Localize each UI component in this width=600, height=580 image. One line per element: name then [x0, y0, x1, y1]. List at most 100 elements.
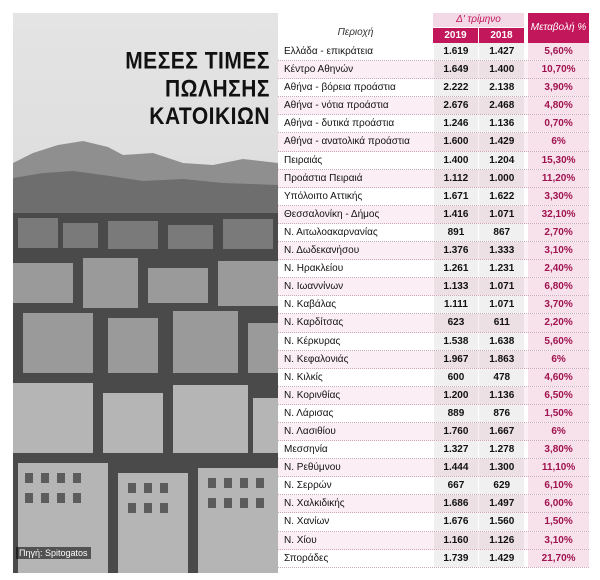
value-2019-cell: 1.444: [433, 459, 479, 477]
change-cell: 1,50%: [528, 404, 589, 422]
value-2018-cell: 1.427: [479, 43, 525, 61]
value-2019-cell: 1.160: [433, 531, 479, 549]
region-cell: Μεσσηνία: [284, 444, 328, 456]
value-2018-cell: 1.667: [479, 422, 525, 441]
region-cell: Αθήνα - δυτικά προάστια: [284, 118, 395, 130]
value-2018-cell: 876: [479, 404, 525, 422]
region-cell: Ν. Κιλκίς: [284, 371, 323, 383]
value-2019-cell: 600: [433, 368, 479, 386]
value-2019-cell: 2.676: [433, 97, 479, 115]
table-row: Ν. Κιλκίς 600 478 4,60%: [278, 368, 589, 387]
region-cell: Υπόλοιπο Αττικής: [284, 190, 363, 202]
value-2019-cell: 1.112: [433, 169, 479, 187]
city-photo: [13, 13, 278, 573]
region-cell: Ν. Χίου: [284, 534, 317, 546]
region-cell: Ελλάδα - επικράτεια: [284, 46, 373, 57]
value-2019-cell: 1.686: [433, 495, 479, 513]
table-row: Ν. Σερρών 667 629 6,10%: [278, 477, 589, 496]
value-2018-cell: 1.400: [479, 61, 525, 79]
table-row: Ν. Κέρκυρας 1.538 1.638 5,60%: [278, 332, 589, 351]
table-row: Ν. Λάρισας 889 876 1,50%: [278, 404, 589, 423]
table-row: Ν. Χανίων 1.676 1.560 1,50%: [278, 513, 589, 532]
value-2018-cell: 1.231: [479, 260, 525, 278]
table-row: Κέντρο Αθηνών 1.649 1.400 10,70%: [278, 61, 589, 80]
value-2018-cell: 1.278: [479, 441, 525, 459]
value-2019-cell: 891: [433, 223, 479, 242]
table-row: Αθήνα - βόρεια προάστια 2.222 2.138 3,90%: [278, 79, 589, 98]
value-2018-cell: 1.497: [479, 495, 525, 513]
value-2019-cell: 1.739: [433, 549, 479, 567]
change-cell: 1,50%: [528, 513, 589, 531]
value-2019-cell: 1.538: [433, 332, 479, 350]
region-cell: Ν. Αιτωλοακαρνανίας: [284, 226, 378, 238]
change-cell: 3,70%: [528, 296, 589, 314]
change-cell: 4,60%: [528, 368, 589, 386]
table-row: Πειραιάς 1.400 1.204 15,30%: [278, 151, 589, 170]
table-row: Αθήνα - νότια προάστια 2.676 2.468 4,80%: [278, 97, 589, 116]
quarter-header: Δ' τρίμηνο: [433, 13, 524, 27]
region-cell: Ν. Κέρκυρας: [284, 335, 341, 347]
value-2019-cell: 1.111: [433, 296, 479, 314]
value-2018-cell: 1.126: [479, 531, 525, 549]
value-2019-cell: 889: [433, 404, 479, 422]
region-cell: Ν. Κορινθίας: [284, 389, 341, 401]
value-2018-cell: 1.638: [479, 332, 525, 350]
region-cell: Σποράδες: [284, 552, 329, 564]
change-cell: 6,00%: [528, 495, 589, 513]
value-2019-cell: 1.246: [433, 115, 479, 133]
value-2018-cell: 1.429: [479, 133, 525, 151]
region-cell: Ν. Δωδεκανήσου: [284, 245, 360, 257]
change-cell: 2,40%: [528, 260, 589, 278]
value-2018-cell: 2.138: [479, 79, 525, 97]
change-cell: 21,70%: [528, 549, 589, 567]
table-row: Θεσσαλονίκη - Δήμος 1.416 1.071 32,10%: [278, 205, 589, 224]
value-2018-cell: 478: [479, 368, 525, 386]
table-row: Ν. Ηρακλείου 1.261 1.231 2,40%: [278, 260, 589, 279]
change-cell: 2,70%: [528, 223, 589, 242]
table-row: Αθήνα - ανατολικά προάστια 1.600 1.429 6%: [278, 133, 589, 152]
value-2019-cell: 1.376: [433, 242, 479, 260]
value-2019-cell: 1.416: [433, 205, 479, 223]
region-cell: Ν. Χαλκιδικής: [284, 498, 345, 510]
table-row: Ν. Κεφαλονιάς 1.967 1.863 6%: [278, 350, 589, 369]
value-2018-cell: 1.136: [479, 386, 525, 404]
value-2018-cell: 1.071: [479, 205, 525, 223]
change-cell: 6,80%: [528, 278, 589, 296]
table-row: Ν. Αιτωλοακαρνανίας 891 867 2,70%: [278, 223, 589, 243]
value-2018-cell: 1.300: [479, 459, 525, 477]
table-row: Προάστια Πειραιά 1.112 1.000 11,20%: [278, 169, 589, 188]
change-cell: 0,70%: [528, 115, 589, 133]
headline-line-2: ΠΩΛΗΣΗΣ: [164, 75, 270, 103]
region-cell: Ν. Σερρών: [284, 480, 332, 492]
value-2018-cell: 1.333: [479, 242, 525, 260]
value-2019-cell: 1.649: [433, 61, 479, 79]
table-row: Ν. Χίου 1.160 1.126 3,10%: [278, 531, 589, 550]
table-row: Ελλάδα - επικράτεια 1.619 1.427 5,60%: [278, 43, 589, 62]
headline-line-3: ΚΑΤΟΙΚΙΩΝ: [149, 103, 270, 130]
table-row: Σποράδες 1.739 1.429 21,70%: [278, 549, 589, 568]
change-cell: 5,60%: [528, 332, 589, 350]
table-row: Ν. Κορινθίας 1.200 1.136 6,50%: [278, 386, 589, 405]
value-2018-cell: 611: [479, 314, 525, 332]
value-2019-cell: 1.327: [433, 441, 479, 459]
value-2019-cell: 2.222: [433, 79, 479, 97]
change-cell: 6%: [528, 133, 589, 151]
change-cell: 2,20%: [528, 314, 589, 332]
value-2019-cell: 1.200: [433, 386, 479, 404]
change-cell: 3,30%: [528, 187, 589, 205]
region-cell: Αθήνα - ανατολικά προάστια: [284, 136, 410, 148]
value-2018-cell: 629: [479, 477, 525, 495]
value-2019-cell: 1.671: [433, 187, 479, 205]
region-cell: Ν. Καρδίτσας: [284, 317, 344, 329]
price-table: Περιοχή Δ' τρίμηνο 2019 2018 Μεταβολή % …: [278, 13, 589, 568]
value-2019-cell: 1.133: [433, 278, 479, 296]
region-cell: Προάστια Πειραιά: [284, 172, 363, 184]
source-caption: Πηγή: Spitogatos: [16, 547, 91, 559]
change-cell: 32,10%: [528, 205, 589, 223]
change-cell: 6,10%: [528, 477, 589, 495]
region-column-header: Περιοχή: [337, 27, 374, 38]
value-2018-cell: 867: [479, 223, 525, 242]
value-2018-cell: 1.429: [479, 549, 525, 567]
table-row: Ν. Λασιθίου 1.760 1.667 6%: [278, 422, 589, 442]
table-body: Ελλάδα - επικράτεια 1.619 1.427 5,60% Κέντρο…: [278, 43, 589, 568]
